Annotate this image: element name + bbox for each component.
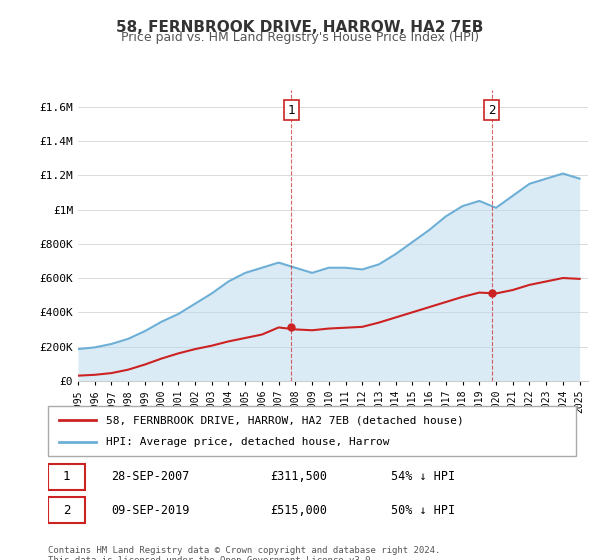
Text: 58, FERNBROOK DRIVE, HARROW, HA2 7EB (detached house): 58, FERNBROOK DRIVE, HARROW, HA2 7EB (de…: [106, 415, 464, 425]
FancyBboxPatch shape: [48, 464, 85, 490]
Text: 54% ↓ HPI: 54% ↓ HPI: [391, 470, 455, 483]
Text: 09-SEP-2019: 09-SEP-2019: [112, 503, 190, 517]
FancyBboxPatch shape: [48, 406, 576, 456]
Text: HPI: Average price, detached house, Harrow: HPI: Average price, detached house, Harr…: [106, 437, 389, 447]
Text: 50% ↓ HPI: 50% ↓ HPI: [391, 503, 455, 517]
Text: £515,000: £515,000: [270, 503, 327, 517]
Text: Contains HM Land Registry data © Crown copyright and database right 2024.
This d: Contains HM Land Registry data © Crown c…: [48, 546, 440, 560]
FancyBboxPatch shape: [48, 497, 85, 523]
Text: 2: 2: [63, 503, 70, 517]
Text: Price paid vs. HM Land Registry's House Price Index (HPI): Price paid vs. HM Land Registry's House …: [121, 31, 479, 44]
Text: 2: 2: [488, 104, 496, 116]
Text: 28-SEP-2007: 28-SEP-2007: [112, 470, 190, 483]
Text: 1: 1: [63, 470, 70, 483]
Text: 1: 1: [287, 104, 295, 116]
Text: 58, FERNBROOK DRIVE, HARROW, HA2 7EB: 58, FERNBROOK DRIVE, HARROW, HA2 7EB: [116, 20, 484, 35]
Text: £311,500: £311,500: [270, 470, 327, 483]
